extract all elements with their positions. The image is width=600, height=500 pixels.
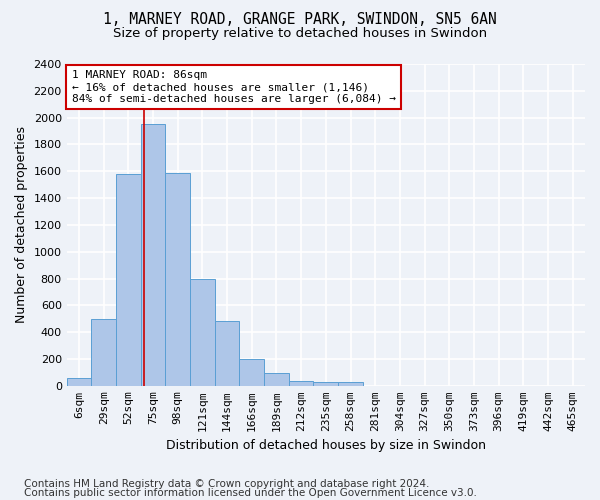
Bar xyxy=(91,319,116,386)
Bar xyxy=(166,172,190,386)
Bar xyxy=(239,359,264,386)
Bar xyxy=(190,278,215,386)
Bar xyxy=(141,124,166,386)
Bar xyxy=(313,382,338,386)
Text: Size of property relative to detached houses in Swindon: Size of property relative to detached ho… xyxy=(113,28,487,40)
Text: 1, MARNEY ROAD, GRANGE PARK, SWINDON, SN5 6AN: 1, MARNEY ROAD, GRANGE PARK, SWINDON, SN… xyxy=(103,12,497,28)
Text: Contains HM Land Registry data © Crown copyright and database right 2024.: Contains HM Land Registry data © Crown c… xyxy=(24,479,430,489)
Y-axis label: Number of detached properties: Number of detached properties xyxy=(15,126,28,324)
Bar xyxy=(264,373,289,386)
Bar xyxy=(116,174,141,386)
Bar xyxy=(338,382,363,386)
Text: 1 MARNEY ROAD: 86sqm
← 16% of detached houses are smaller (1,146)
84% of semi-de: 1 MARNEY ROAD: 86sqm ← 16% of detached h… xyxy=(72,70,396,104)
Bar xyxy=(67,378,91,386)
Bar xyxy=(215,322,239,386)
Bar xyxy=(289,381,313,386)
X-axis label: Distribution of detached houses by size in Swindon: Distribution of detached houses by size … xyxy=(166,440,486,452)
Text: Contains public sector information licensed under the Open Government Licence v3: Contains public sector information licen… xyxy=(24,488,477,498)
